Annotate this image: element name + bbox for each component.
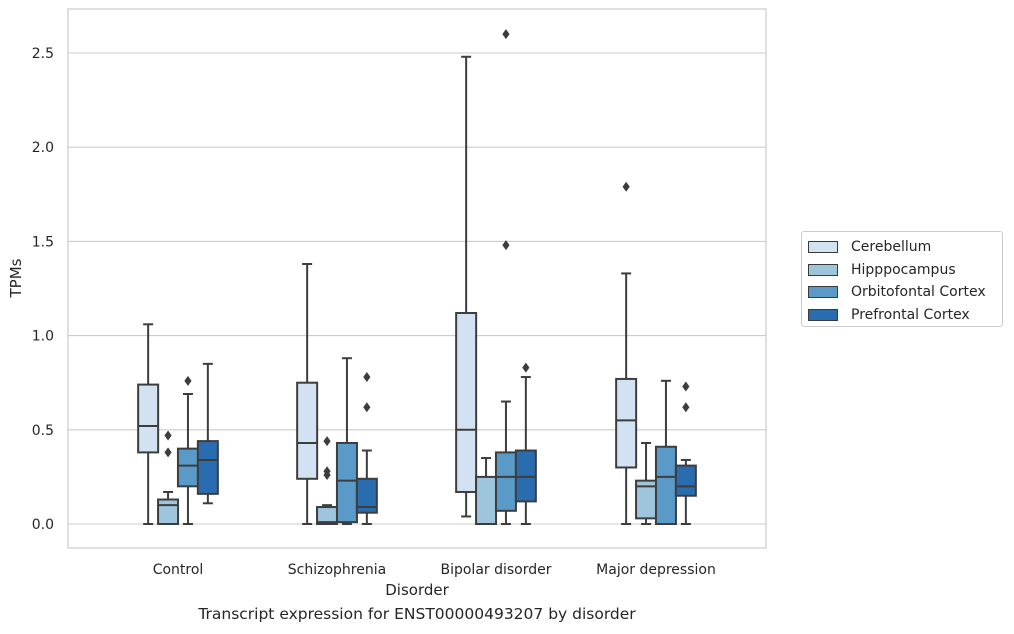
y-tick-label: 1.5 bbox=[32, 234, 54, 250]
y-tick-label: 2.5 bbox=[32, 46, 54, 62]
x-axis-label: Disorder bbox=[385, 581, 449, 599]
outlier-point bbox=[323, 436, 331, 447]
y-tick-label: 1.0 bbox=[32, 329, 54, 345]
box-iqr bbox=[475, 475, 498, 525]
x-tick-label: Bipolar disorder bbox=[440, 562, 551, 578]
y-tick-label: 2.0 bbox=[32, 140, 54, 156]
box-iqr bbox=[355, 477, 378, 514]
legend-label: Cerebellum bbox=[851, 239, 932, 256]
box-2-0 bbox=[176, 375, 199, 525]
box-iqr bbox=[335, 441, 358, 524]
legend-item: Hipppocampus bbox=[808, 259, 1002, 282]
legend-item: Orbitofontal Cortex bbox=[808, 281, 1002, 304]
x-tick-label: Schizophrenia bbox=[288, 562, 386, 578]
legend-item: Cerebellum bbox=[808, 236, 1002, 259]
box-0-2 bbox=[455, 55, 478, 518]
box-1-2 bbox=[475, 457, 498, 525]
box-2-1 bbox=[335, 357, 358, 525]
legend-swatch bbox=[808, 308, 838, 321]
outlier-point bbox=[164, 430, 172, 441]
box-2-3 bbox=[654, 379, 677, 526]
x-tick-label: Control bbox=[153, 562, 204, 578]
outlier-point bbox=[363, 372, 371, 383]
box-1-1 bbox=[316, 436, 339, 526]
legend-item: Prefrontal Cortex bbox=[808, 304, 1002, 327]
y-axis-label: TPMs bbox=[7, 258, 25, 298]
box-iqr bbox=[296, 381, 319, 480]
legend-label: Orbitofontal Cortex bbox=[851, 284, 986, 301]
legend-swatch bbox=[808, 241, 838, 254]
outlier-point bbox=[682, 381, 690, 392]
box-iqr bbox=[615, 377, 638, 469]
outlier-point bbox=[682, 402, 690, 413]
boxes bbox=[137, 29, 697, 526]
outlier-point bbox=[184, 375, 192, 386]
box-iqr bbox=[455, 311, 478, 493]
box-iqr bbox=[176, 447, 199, 488]
y-tick-label: 0.5 bbox=[32, 423, 54, 439]
x-tick-label: Major depression bbox=[596, 562, 716, 578]
outlier-point bbox=[502, 240, 510, 251]
box-iqr bbox=[157, 498, 180, 525]
box-0-1 bbox=[296, 263, 319, 525]
box-1-0 bbox=[157, 430, 180, 525]
chart-caption: Transcript expression for ENST0000049320… bbox=[198, 605, 636, 623]
legend: Cerebellum Hipppocampus Orbitofontal Corte… bbox=[801, 231, 1003, 327]
box-0-0 bbox=[137, 323, 160, 525]
box-iqr bbox=[494, 451, 517, 512]
x-axis-ticks: Control Schizophrenia Bipolar disorder Majo… bbox=[153, 562, 716, 578]
box-iqr bbox=[654, 445, 677, 526]
legend-label: Prefrontal Cortex bbox=[851, 306, 970, 323]
box-iqr bbox=[196, 440, 219, 495]
box-3-3 bbox=[674, 381, 697, 525]
y-axis-ticks: 0.0 0.5 1.0 1.5 2.0 2.5 bbox=[32, 46, 54, 533]
legend-label: Hipppocampus bbox=[851, 261, 956, 278]
legend-swatch bbox=[808, 263, 838, 276]
outlier-point bbox=[522, 362, 530, 373]
outlier-point bbox=[363, 402, 371, 413]
outlier-point bbox=[164, 447, 172, 458]
box-iqr bbox=[674, 464, 697, 497]
outlier-point bbox=[502, 29, 510, 40]
y-tick-label: 0.0 bbox=[32, 517, 54, 533]
box-0-3 bbox=[615, 181, 638, 525]
box-3-0 bbox=[196, 362, 219, 505]
box-iqr bbox=[137, 383, 160, 454]
outlier-point bbox=[323, 466, 331, 477]
legend-swatch bbox=[808, 286, 838, 299]
outlier-point bbox=[622, 181, 630, 192]
box-3-2 bbox=[514, 362, 537, 525]
box-3-1 bbox=[355, 372, 378, 525]
